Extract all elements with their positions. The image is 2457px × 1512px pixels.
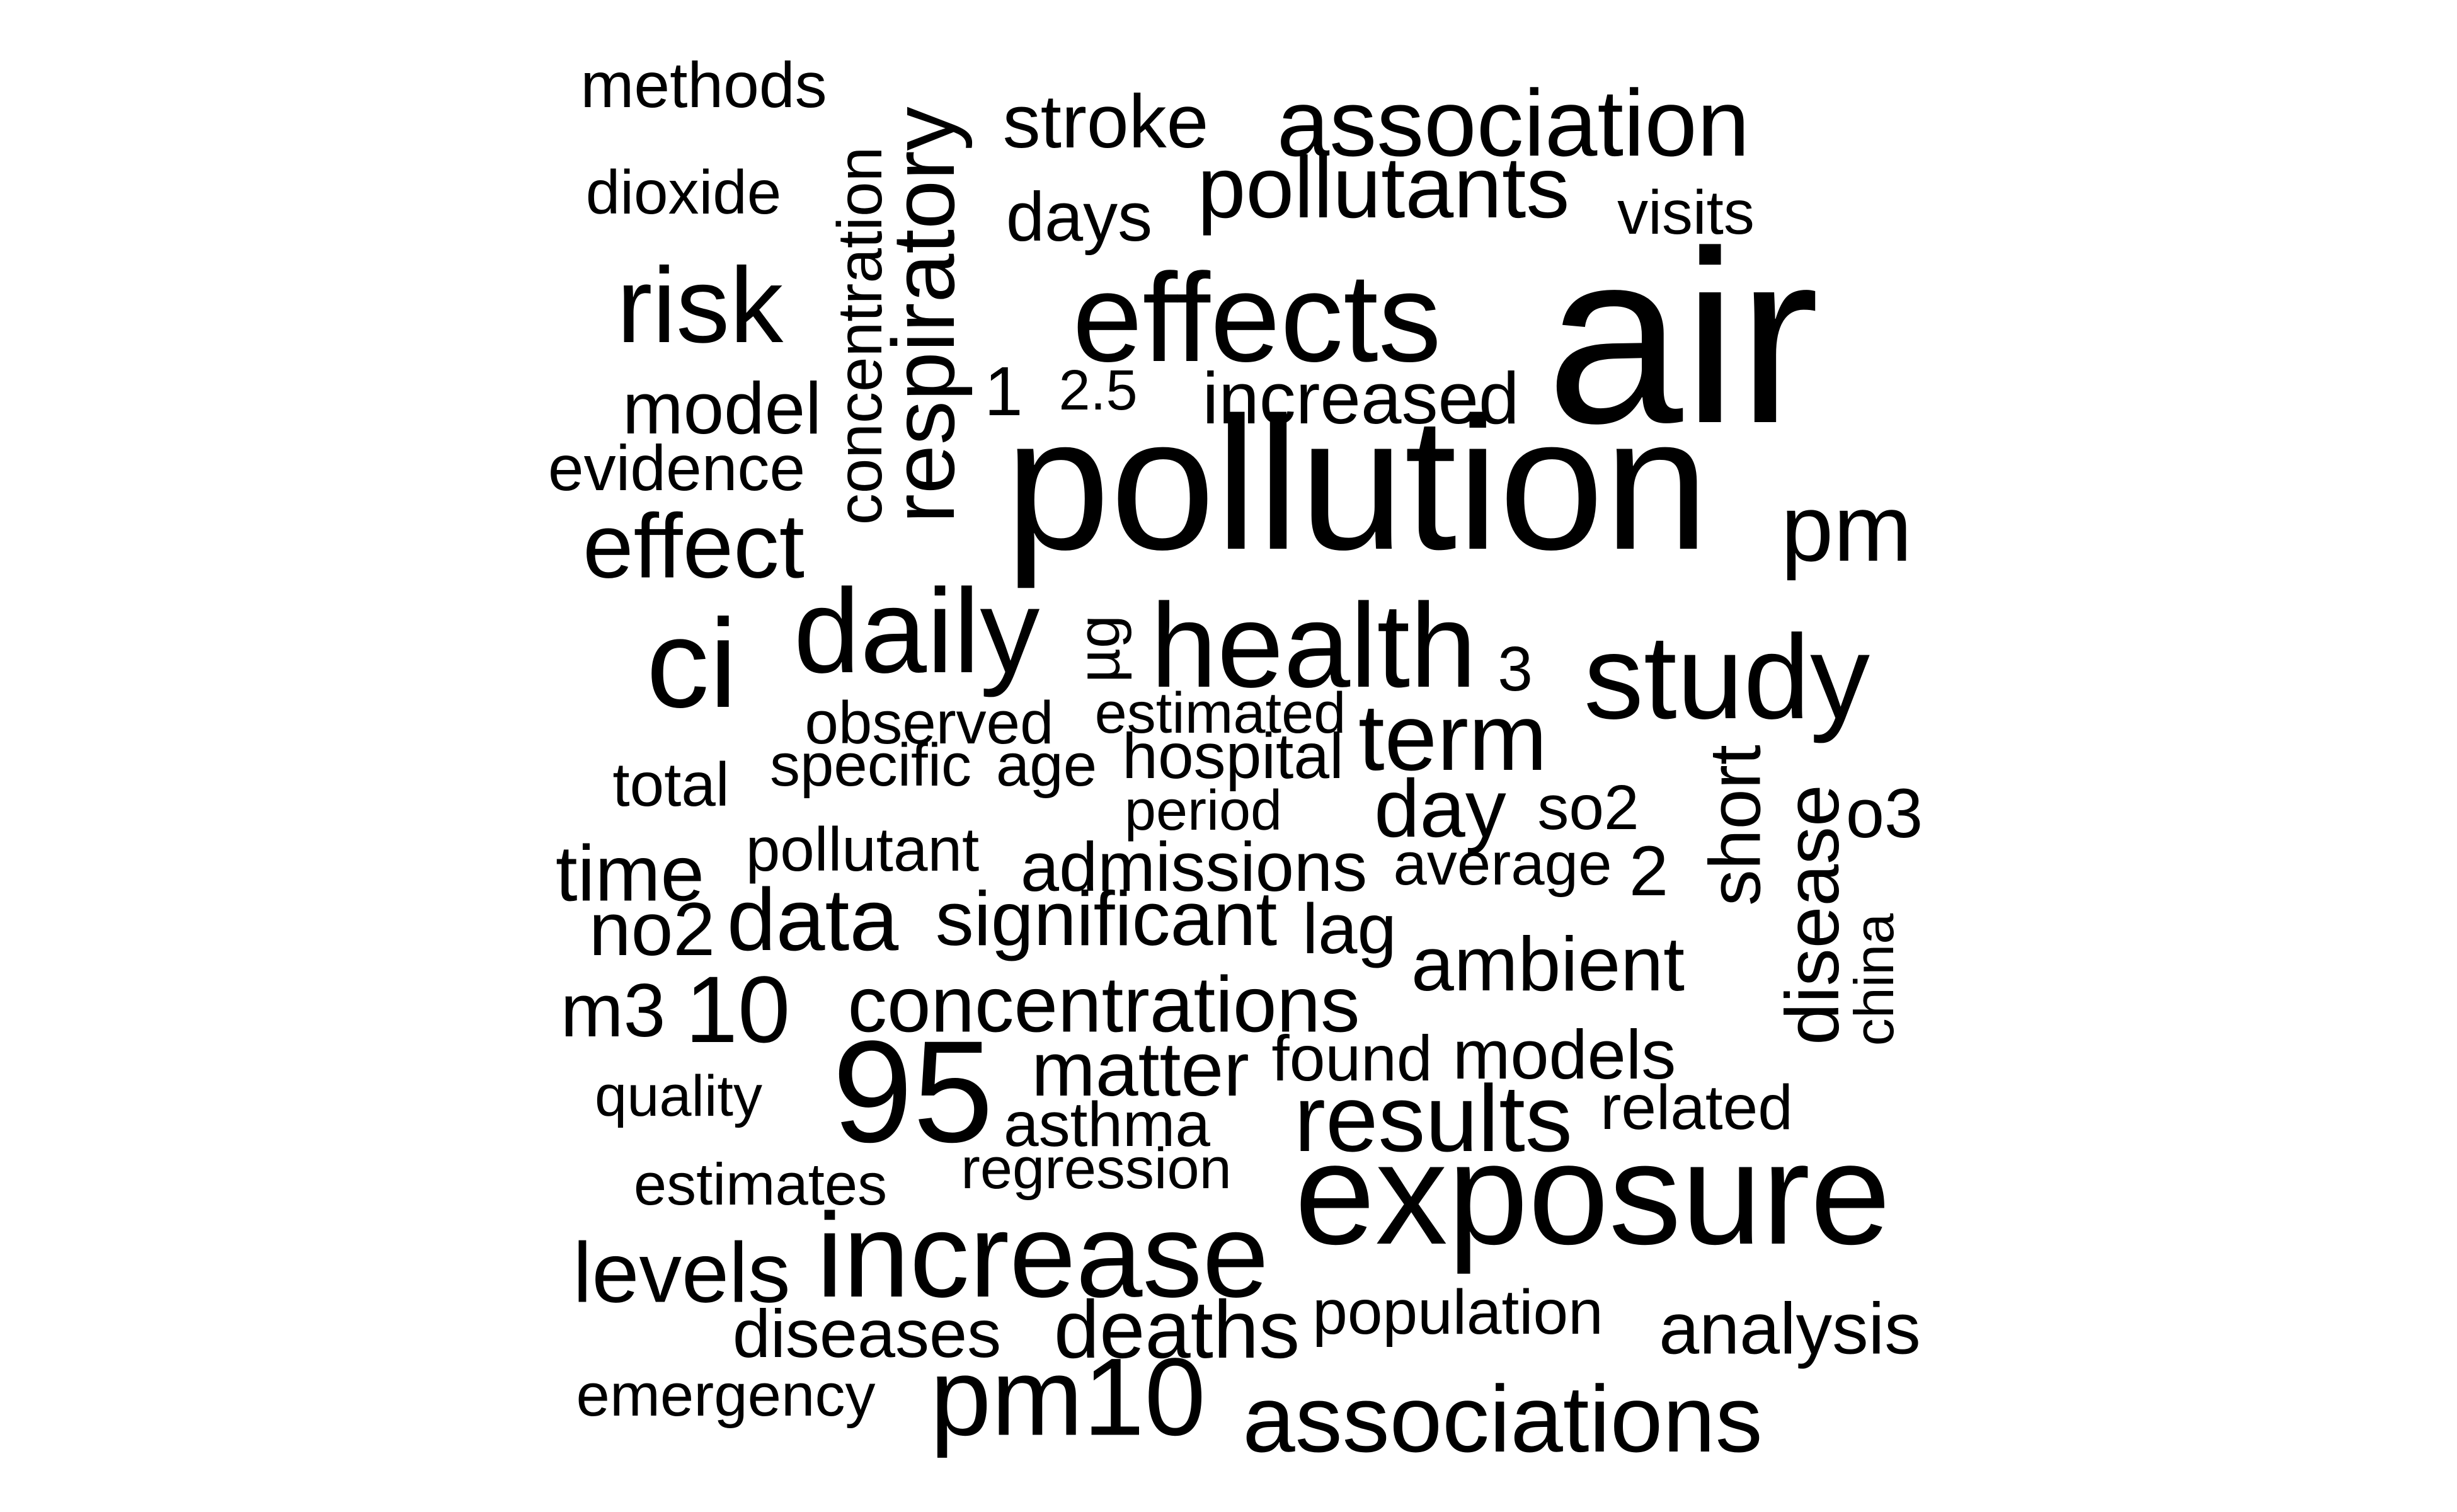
word-ug: µg	[1065, 615, 1133, 683]
word-dioxide: dioxide	[585, 158, 782, 227]
word-1: 1	[984, 353, 1023, 430]
word-visits: visits	[1617, 178, 1755, 247]
word-day: day	[1374, 762, 1506, 854]
word-pollutants: pollutants	[1197, 139, 1570, 236]
word-data: data	[726, 870, 899, 969]
word-term: term	[1358, 684, 1547, 790]
word-exposure: exposure	[1294, 1113, 1891, 1274]
word-stroke: stroke	[1002, 79, 1209, 164]
word-results: results	[1294, 1065, 1572, 1171]
word-lag: lag	[1302, 890, 1397, 968]
word-evidence: evidence	[547, 432, 806, 504]
word-ambient: ambient	[1411, 921, 1685, 1007]
word-days: days	[1005, 178, 1153, 256]
word-95: 95	[832, 1011, 994, 1172]
word-models: models	[1452, 1016, 1676, 1094]
word-emergency: emergency	[576, 1361, 876, 1429]
word-china: china	[1843, 913, 1905, 1046]
word-m3: m3	[560, 968, 666, 1053]
word-association: association	[1276, 70, 1750, 176]
word-period: period	[1124, 779, 1283, 842]
word-regression: regression	[961, 1137, 1232, 1201]
word-deaths: deaths	[1053, 1283, 1300, 1375]
word-quality: quality	[595, 1064, 762, 1128]
word-pm10: pm10	[930, 1336, 1206, 1459]
word-significant: significant	[935, 876, 1278, 961]
word-time: time	[555, 830, 705, 918]
word-pollution: pollution	[1005, 377, 1709, 589]
word-observed: observed	[805, 689, 1054, 757]
word-2: 2	[1629, 832, 1669, 910]
word-o3: o3	[1845, 775, 1923, 852]
word-population: population	[1312, 1277, 1603, 1348]
word-effect: effect	[582, 495, 805, 597]
word-increased: increased	[1202, 357, 1520, 439]
word-found: found	[1271, 1022, 1433, 1094]
word-diseases: diseases	[732, 1295, 1002, 1372]
word-disease: disease	[1770, 784, 1855, 1045]
word-associations: associations	[1242, 1366, 1763, 1472]
word-air: air	[1546, 200, 1819, 474]
word-2.5: 2.5	[1058, 359, 1138, 422]
word-short: short	[1695, 745, 1776, 906]
word-pm: pm	[1780, 475, 1913, 581]
word-related: related	[1600, 1072, 1793, 1143]
word-daily: daily	[793, 564, 1040, 698]
word-so2: so2	[1537, 772, 1639, 843]
word-asthma: asthma	[1004, 1089, 1210, 1160]
word-specific: specific	[769, 731, 972, 799]
word-estimated: estimated	[1094, 681, 1346, 745]
word-risk: risk	[616, 246, 784, 365]
word-levels: levels	[573, 1225, 791, 1320]
word-methods: methods	[580, 49, 827, 121]
word-age: age	[995, 731, 1097, 799]
word-3: 3	[1498, 634, 1533, 704]
word-respiratory: respiratory	[874, 106, 973, 524]
word-admissions: admissions	[1020, 828, 1368, 906]
word-no2: no2	[588, 887, 716, 971]
word-increase: increase	[816, 1189, 1269, 1322]
word-health: health	[1150, 579, 1477, 713]
word-average: average	[1393, 830, 1612, 898]
word-pollutant: pollutant	[745, 815, 980, 884]
word-concentrations: concentrations	[847, 961, 1360, 1049]
word-ci: ci	[646, 593, 738, 734]
word-matter: matter	[1031, 1026, 1249, 1112]
word-model: model	[622, 367, 822, 449]
word-analysis: analysis	[1659, 1288, 1921, 1370]
word-estimates: estimates	[633, 1151, 888, 1217]
word-effects: effects	[1072, 248, 1441, 388]
word-hospital: hospital	[1122, 720, 1344, 792]
word-study: study	[1583, 610, 1870, 744]
word-10: 10	[685, 956, 791, 1062]
word-total: total	[612, 750, 730, 819]
